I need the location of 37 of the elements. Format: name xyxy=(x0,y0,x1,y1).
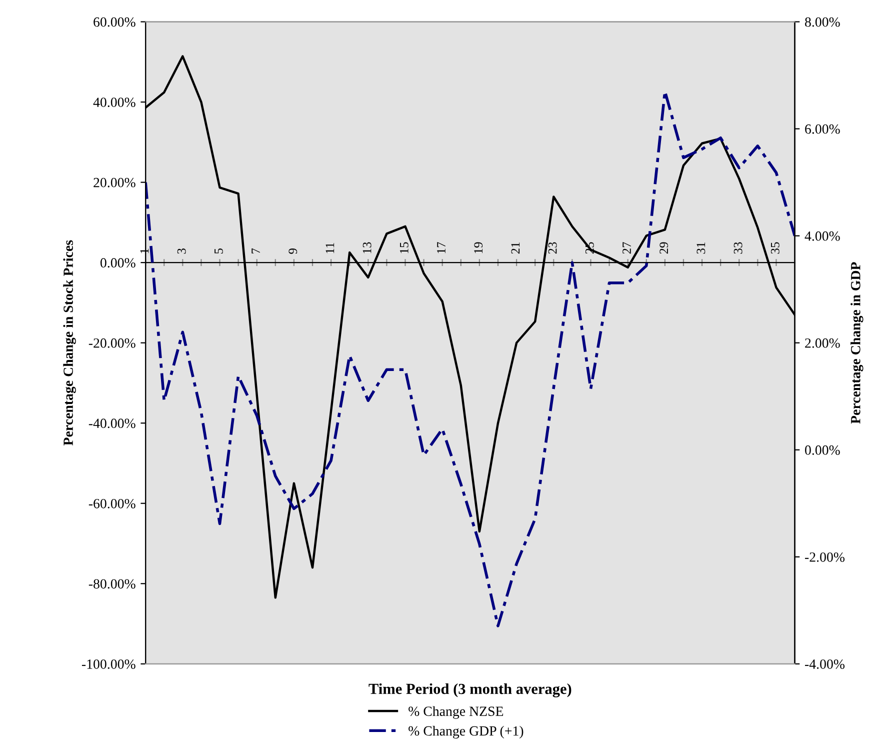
x-tick-label: 33 xyxy=(734,242,742,254)
y-axis-title: Percentage Change in Stock Prices xyxy=(63,240,76,446)
x-tick-label: 15 xyxy=(400,242,408,254)
legend-label: % Change NZSE xyxy=(408,706,504,719)
x-tick-label: 17 xyxy=(437,242,446,254)
y2-tick-label: 0.00% xyxy=(805,445,840,455)
x-tick-label: 21 xyxy=(511,242,520,254)
y2-tick-label: -4.00% xyxy=(805,659,845,669)
x-tick-label: 31 xyxy=(696,242,706,254)
y-tick-label: 40.00% xyxy=(93,98,136,108)
x-tick-label: 9 xyxy=(288,248,298,254)
y-tick-label: 20.00% xyxy=(94,178,136,188)
y-tick-label: -40.00% xyxy=(88,418,136,428)
y-tick-label: -80.00% xyxy=(88,579,136,589)
x-tick-label: 3 xyxy=(177,248,186,254)
y2-tick-label: 2.00% xyxy=(805,338,840,348)
y-tick-label: -60.00% xyxy=(88,498,136,508)
y2-tick-label: 4.00% xyxy=(804,231,840,241)
y-tick-label: -100.00% xyxy=(82,659,136,669)
legend-label: % Change GDP (+1) xyxy=(408,726,524,738)
y2-tick-label: 8.00% xyxy=(805,17,840,27)
x-tick-label: 13 xyxy=(362,242,372,254)
x-tick-label: 23 xyxy=(548,242,557,254)
x-tick-label: 29 xyxy=(660,242,668,254)
x-tick-label: 19 xyxy=(474,242,483,254)
y2-axis-title: Percentage Change in GDP xyxy=(850,262,864,424)
y2-tick-label: 6.00% xyxy=(805,124,840,134)
x-tick-label: 35 xyxy=(770,242,780,254)
x-tick-label: 5 xyxy=(214,248,223,254)
x-tick-label: 27 xyxy=(622,242,631,254)
x-tick-label: 7 xyxy=(252,248,260,254)
y2-tick-label: -2.00% xyxy=(805,552,845,562)
x-axis-title: Time Period (3 month average) xyxy=(368,683,572,698)
x-tick-label: 11 xyxy=(326,242,334,254)
y-tick-label: -20.00% xyxy=(88,338,136,348)
y-tick-label: 0.00% xyxy=(100,258,136,268)
y-tick-label: 60.00% xyxy=(94,17,136,27)
